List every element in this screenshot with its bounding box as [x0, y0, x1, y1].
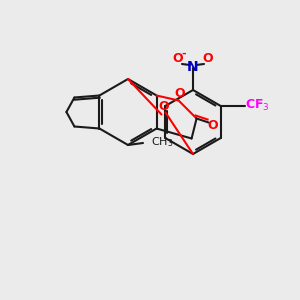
Text: O: O	[207, 119, 218, 132]
Text: N: N	[187, 60, 199, 74]
Text: O: O	[173, 52, 183, 65]
Text: CH$_3$: CH$_3$	[151, 135, 173, 149]
Text: O: O	[203, 52, 213, 65]
Text: O: O	[174, 87, 185, 100]
Text: -: -	[182, 49, 186, 59]
Text: O: O	[158, 100, 169, 113]
Text: CF$_3$: CF$_3$	[245, 98, 270, 112]
